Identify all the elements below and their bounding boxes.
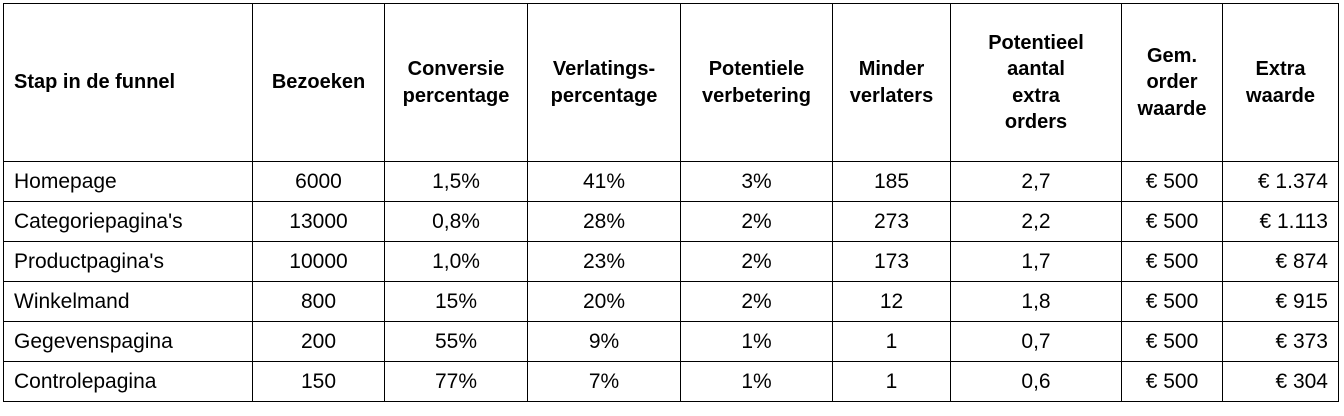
cell-stap: Categoriepagina's — [3, 201, 253, 242]
table-row: Controlepagina 150 77% 7% 1% 1 0,6 € 500… — [3, 361, 1339, 402]
cell-verbetering: 2% — [680, 281, 833, 322]
funnel-table: Stap in de funnel Bezoeken Conversie per… — [3, 3, 1339, 402]
cell-bezoeken: 800 — [252, 281, 385, 322]
cell-extra-waarde: € 874 — [1222, 241, 1339, 282]
cell-minder-verlaters: 1 — [832, 361, 951, 402]
cell-extra-orders: 0,7 — [950, 321, 1122, 362]
cell-order-waarde: € 500 — [1121, 241, 1223, 282]
cell-stap: Homepage — [3, 161, 253, 202]
cell-bezoeken: 6000 — [252, 161, 385, 202]
cell-extra-orders: 1,8 — [950, 281, 1122, 322]
cell-conversie: 0,8% — [384, 201, 528, 242]
table-row: Homepage 6000 1,5% 41% 3% 185 2,7 € 500 … — [3, 161, 1339, 202]
cell-verlating: 28% — [527, 201, 681, 242]
table-row: Gegevenspagina 200 55% 9% 1% 1 0,7 € 500… — [3, 321, 1339, 362]
cell-extra-orders: 2,7 — [950, 161, 1122, 202]
header-row: Stap in de funnel Bezoeken Conversie per… — [3, 3, 1339, 162]
cell-verlating: 41% — [527, 161, 681, 202]
cell-extra-orders: 2,2 — [950, 201, 1122, 242]
table-header: Stap in de funnel Bezoeken Conversie per… — [3, 3, 1339, 162]
cell-order-waarde: € 500 — [1121, 361, 1223, 402]
cell-minder-verlaters: 185 — [832, 161, 951, 202]
cell-bezoeken: 13000 — [252, 201, 385, 242]
cell-conversie: 55% — [384, 321, 528, 362]
cell-order-waarde: € 500 — [1121, 321, 1223, 362]
cell-bezoeken: 200 — [252, 321, 385, 362]
cell-conversie: 77% — [384, 361, 528, 402]
cell-order-waarde: € 500 — [1121, 161, 1223, 202]
cell-bezoeken: 10000 — [252, 241, 385, 282]
table-body: Homepage 6000 1,5% 41% 3% 185 2,7 € 500 … — [3, 161, 1339, 402]
cell-minder-verlaters: 273 — [832, 201, 951, 242]
cell-verbetering: 1% — [680, 321, 833, 362]
cell-verbetering: 3% — [680, 161, 833, 202]
cell-conversie: 1,0% — [384, 241, 528, 282]
cell-extra-waarde: € 1.113 — [1222, 201, 1339, 242]
cell-stap: Winkelmand — [3, 281, 253, 322]
cell-stap: Controlepagina — [3, 361, 253, 402]
header-potentiele-verbetering: Potentiele verbetering — [680, 3, 833, 162]
header-minder-verlaters: Minder verlaters — [832, 3, 951, 162]
cell-conversie: 15% — [384, 281, 528, 322]
cell-stap: Gegevenspagina — [3, 321, 253, 362]
cell-extra-waarde: € 1.374 — [1222, 161, 1339, 202]
cell-verlating: 7% — [527, 361, 681, 402]
table-row: Productpagina's 10000 1,0% 23% 2% 173 1,… — [3, 241, 1339, 282]
cell-order-waarde: € 500 — [1121, 201, 1223, 242]
header-extra-waarde: Extra waarde — [1222, 3, 1339, 162]
header-stap: Stap in de funnel — [3, 3, 253, 162]
table-row: Winkelmand 800 15% 20% 2% 12 1,8 € 500 €… — [3, 281, 1339, 322]
cell-extra-waarde: € 915 — [1222, 281, 1339, 322]
cell-bezoeken: 150 — [252, 361, 385, 402]
cell-verlating: 20% — [527, 281, 681, 322]
cell-minder-verlaters: 12 — [832, 281, 951, 322]
cell-minder-verlaters: 173 — [832, 241, 951, 282]
cell-verlating: 9% — [527, 321, 681, 362]
table-row: Categoriepagina's 13000 0,8% 28% 2% 273 … — [3, 201, 1339, 242]
header-order-waarde: Gem. order waarde — [1121, 3, 1223, 162]
cell-verbetering: 1% — [680, 361, 833, 402]
cell-extra-orders: 0,6 — [950, 361, 1122, 402]
cell-minder-verlaters: 1 — [832, 321, 951, 362]
header-conversie-percentage: Conversie percentage — [384, 3, 528, 162]
cell-verlating: 23% — [527, 241, 681, 282]
header-bezoeken: Bezoeken — [252, 3, 385, 162]
cell-extra-orders: 1,7 — [950, 241, 1122, 282]
cell-extra-waarde: € 304 — [1222, 361, 1339, 402]
cell-stap: Productpagina's — [3, 241, 253, 282]
header-extra-orders: Potentieel aantal extra orders — [950, 3, 1122, 162]
cell-extra-waarde: € 373 — [1222, 321, 1339, 362]
cell-conversie: 1,5% — [384, 161, 528, 202]
cell-verbetering: 2% — [680, 241, 833, 282]
cell-order-waarde: € 500 — [1121, 281, 1223, 322]
cell-verbetering: 2% — [680, 201, 833, 242]
header-verlatings-percentage: Verlatings- percentage — [527, 3, 681, 162]
